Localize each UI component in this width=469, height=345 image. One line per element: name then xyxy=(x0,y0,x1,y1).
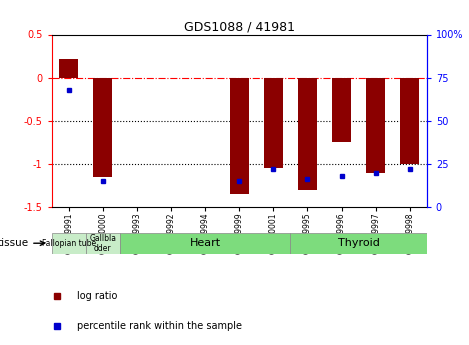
Text: percentile rank within the sample: percentile rank within the sample xyxy=(77,321,242,331)
Bar xyxy=(52,233,86,254)
Bar xyxy=(59,59,78,78)
Text: Fallopian tube: Fallopian tube xyxy=(42,239,96,248)
Text: Gallbla
dder: Gallbla dder xyxy=(89,234,116,253)
Text: Heart: Heart xyxy=(189,238,220,248)
Bar xyxy=(93,78,112,177)
Text: tissue: tissue xyxy=(0,238,28,248)
Text: log ratio: log ratio xyxy=(77,291,118,300)
Bar xyxy=(298,78,317,190)
Bar xyxy=(332,78,351,142)
Text: Thyroid: Thyroid xyxy=(338,238,379,248)
Bar xyxy=(290,233,427,254)
Bar xyxy=(366,78,385,172)
Bar xyxy=(86,233,120,254)
Title: GDS1088 / 41981: GDS1088 / 41981 xyxy=(184,20,295,33)
Bar xyxy=(401,78,419,164)
Bar xyxy=(264,78,283,168)
Bar xyxy=(230,78,249,194)
Bar xyxy=(120,233,290,254)
